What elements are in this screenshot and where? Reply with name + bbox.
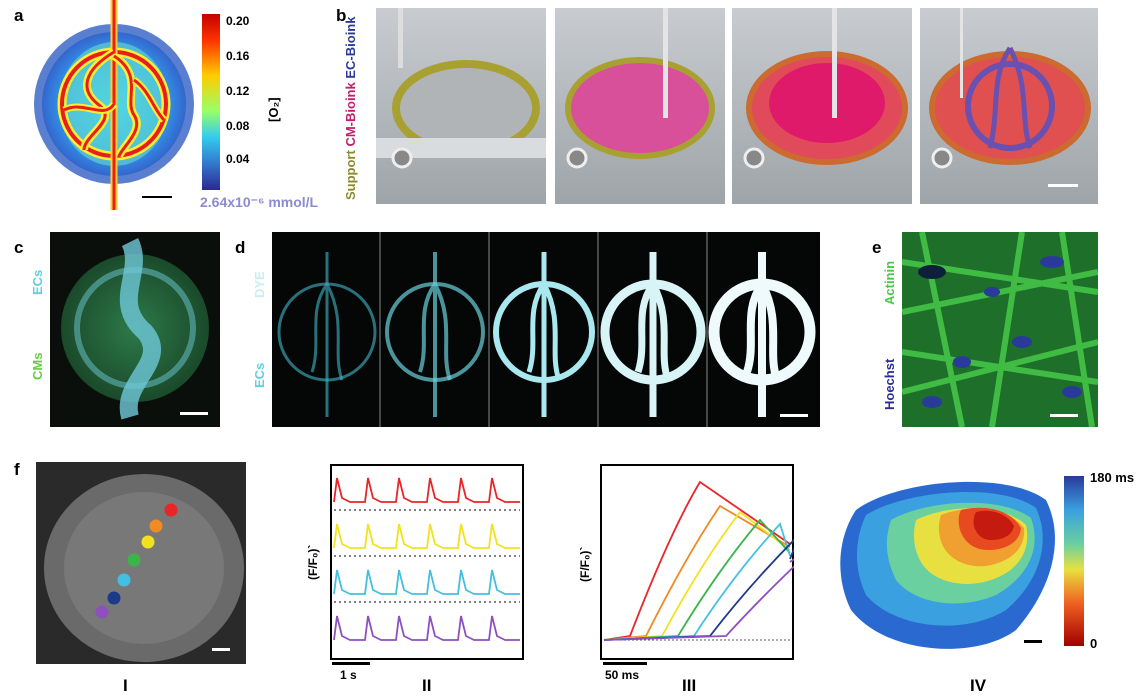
colorbar-tick-3: 0.12 [226, 84, 250, 98]
colorbar-label: [O₂] [266, 97, 281, 122]
time-scale-label-II: 1 s [340, 668, 357, 682]
panel-label-e: e [872, 238, 882, 257]
colorbar-tick-4: 0.08 [226, 119, 250, 133]
panel-label-f: f [14, 460, 20, 479]
ecs-label-c: ECs [30, 269, 45, 295]
scale-bar-IV [1024, 640, 1042, 643]
printing-photo-3 [732, 8, 912, 204]
recording-site-dot [117, 573, 131, 587]
upstroke-trace [603, 558, 794, 641]
time-scale-bar-II [332, 662, 370, 665]
printing-photo-2 [555, 8, 725, 204]
recording-site-dot [141, 535, 155, 549]
recording-site-dot [127, 553, 141, 567]
upstroke-trace [603, 522, 791, 641]
panel-label-a: a [14, 6, 24, 25]
printing-photo-4 [920, 8, 1098, 204]
panel-label-d: d [235, 238, 246, 257]
activation-colorbar [1064, 476, 1084, 646]
recording-site-dot [107, 591, 121, 605]
colorbar-unit: 2.64x10⁻⁶ mmol/L [200, 194, 319, 210]
ap-trace [333, 477, 520, 503]
colorbar-max-label: 180 ms [1090, 470, 1135, 485]
perfusion-image-series [272, 232, 820, 427]
upstroke-trace [603, 518, 791, 641]
recording-site-dot [164, 503, 178, 517]
cm-bioink-label: CM-Bioink [343, 82, 358, 147]
upstroke-trace [603, 480, 791, 641]
ap-trace [333, 569, 520, 595]
subpanel-label-III: III [682, 676, 697, 695]
dye-label-d: DYE [252, 271, 267, 298]
fluorescence-image-c [50, 232, 220, 427]
scale-bar [1048, 184, 1078, 187]
ap-trace [333, 615, 520, 641]
panel-label-c: c [14, 238, 24, 257]
recording-site-dot [149, 519, 163, 533]
colorbar-min-label: 0 [1090, 636, 1098, 651]
ylabel-III: (F/F₀)` [578, 546, 592, 582]
scale-bar [180, 412, 208, 415]
activation-map [840, 481, 1055, 649]
immunostain-image-e [902, 232, 1098, 427]
ylabel-II: (F/F₀)` [306, 544, 320, 580]
scale-bar [1050, 414, 1078, 417]
colorbar-tick-1: 0.20 [226, 14, 250, 28]
actinin-label: Actinin [882, 260, 897, 305]
time-scale-bar-III [603, 662, 647, 665]
recording-site-dot [95, 605, 109, 619]
time-scale-label-III: 50 ms [605, 668, 640, 682]
support-label: Support [343, 150, 358, 200]
action-potential-traces [330, 464, 524, 660]
upstroke-trace [603, 504, 791, 641]
upstroke-overlay-plot [600, 464, 794, 660]
scale-bar [780, 414, 808, 417]
oxygen-simulation-disc [34, 0, 194, 210]
ec-bioink-label: EC-Bioink [343, 16, 358, 79]
cms-label-c: CMs [30, 352, 45, 380]
perfusion-frame-1 [277, 252, 377, 417]
printing-photo-1 [376, 8, 546, 204]
subpanel-label-IV: IV [970, 676, 987, 695]
upstroke-trace [603, 510, 791, 641]
ap-trace [333, 523, 520, 549]
subpanel-label-I: I [123, 676, 128, 695]
scale-bar [212, 648, 230, 651]
subpanel-label-II: II [422, 676, 432, 695]
colorbar-tick-5: 0.04 [226, 152, 250, 166]
upstroke-trace [603, 538, 794, 641]
panel-label-b: b [336, 6, 347, 25]
colorbar-tick-2: 0.16 [226, 49, 250, 63]
recording-sites [95, 503, 178, 619]
ecs-label-d: ECs [252, 362, 267, 388]
hoechst-label: Hoechst [882, 358, 897, 410]
oxygen-colorbar [202, 14, 220, 190]
